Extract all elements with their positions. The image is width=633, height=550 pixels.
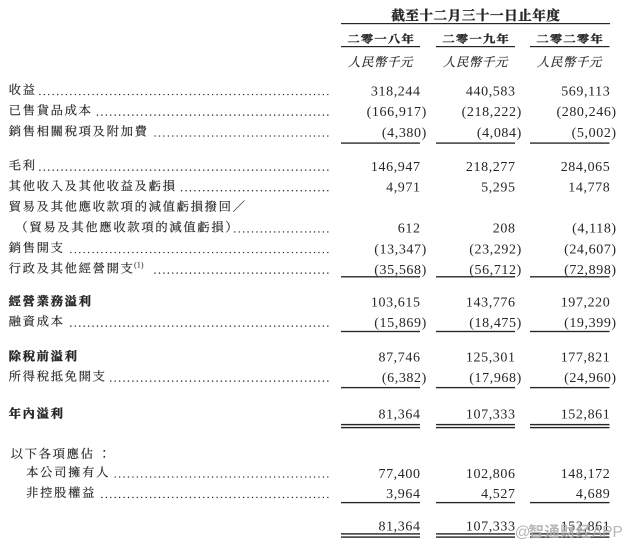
svg-text:(1): (1) xyxy=(134,261,144,270)
svg-text:(18,475): (18,475) xyxy=(469,316,522,331)
svg-text:(24,607): (24,607) xyxy=(564,242,617,257)
svg-text:102,806: 102,806 xyxy=(466,467,516,482)
svg-text:(23,292): (23,292) xyxy=(469,242,522,257)
svg-text:81,364: 81,364 xyxy=(378,408,420,423)
svg-text:4,689: 4,689 xyxy=(576,487,611,502)
svg-text:(56,712): (56,712) xyxy=(469,263,522,278)
svg-text:107,333: 107,333 xyxy=(466,408,516,423)
svg-text:146,947: 146,947 xyxy=(371,160,421,175)
svg-text:5,295: 5,295 xyxy=(481,181,516,196)
svg-text:177,821: 177,821 xyxy=(561,350,611,365)
svg-text:148,172: 148,172 xyxy=(561,467,611,482)
svg-text:(13,347): (13,347) xyxy=(374,242,427,257)
svg-text:87,746: 87,746 xyxy=(378,350,420,365)
svg-text:(72,898): (72,898) xyxy=(564,263,617,278)
svg-text:@: @ xyxy=(515,524,531,541)
svg-text:218,277: 218,277 xyxy=(466,160,516,175)
svg-text:77,400: 77,400 xyxy=(378,467,420,482)
svg-text:107,333: 107,333 xyxy=(466,520,516,535)
svg-text:208: 208 xyxy=(493,222,516,237)
svg-text:(4,118): (4,118) xyxy=(572,222,617,237)
svg-text:(5,002): (5,002) xyxy=(572,126,617,141)
svg-text:APP: APP xyxy=(592,524,623,541)
svg-text:569,113: 569,113 xyxy=(561,84,610,99)
svg-text:4,527: 4,527 xyxy=(481,487,516,502)
svg-text:(166,917): (166,917) xyxy=(367,105,427,120)
svg-text:(4,380): (4,380) xyxy=(382,126,427,141)
svg-text:318,244: 318,244 xyxy=(371,84,421,99)
svg-text:14,778: 14,778 xyxy=(568,181,610,196)
svg-text:152,861: 152,861 xyxy=(561,408,611,423)
svg-text:3,964: 3,964 xyxy=(386,487,421,502)
svg-text:(15,869): (15,869) xyxy=(374,316,427,331)
svg-text:197,220: 197,220 xyxy=(561,295,611,310)
svg-text:284,065: 284,065 xyxy=(561,160,611,175)
svg-text:(218,222): (218,222) xyxy=(462,105,522,120)
svg-text:612: 612 xyxy=(398,222,421,237)
svg-text:125,301: 125,301 xyxy=(466,350,516,365)
svg-text:143,776: 143,776 xyxy=(466,295,516,310)
svg-text:(35,568): (35,568) xyxy=(374,263,427,278)
svg-text:440,583: 440,583 xyxy=(466,84,516,99)
svg-text:(4,084): (4,084) xyxy=(477,126,522,141)
svg-text:4,971: 4,971 xyxy=(386,181,421,196)
svg-text:(280,246): (280,246) xyxy=(556,105,616,120)
svg-text:81,364: 81,364 xyxy=(378,520,420,535)
svg-text:(24,960): (24,960) xyxy=(564,371,617,386)
svg-text:(19,399): (19,399) xyxy=(564,316,617,331)
svg-text:103,615: 103,615 xyxy=(371,295,421,310)
svg-text:(6,382): (6,382) xyxy=(382,371,427,386)
svg-text:(17,968): (17,968) xyxy=(469,371,522,386)
